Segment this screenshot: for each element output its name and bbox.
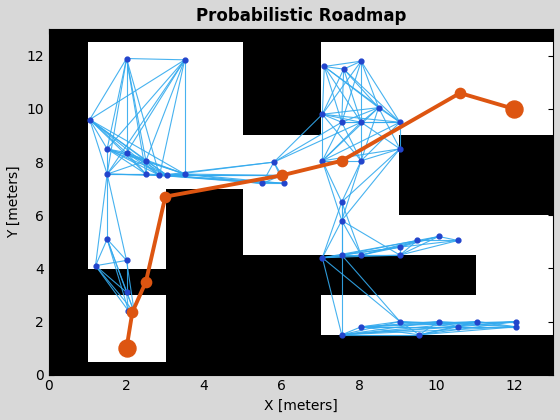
Point <box>277 172 286 179</box>
Point <box>395 318 404 325</box>
Point <box>337 199 346 205</box>
Point <box>337 217 346 224</box>
Point <box>142 158 151 164</box>
Point <box>318 255 327 261</box>
Point <box>124 307 133 314</box>
Point <box>374 104 383 111</box>
Point <box>395 145 404 152</box>
Point <box>337 252 346 258</box>
Point <box>122 345 131 352</box>
Point <box>142 278 151 285</box>
Point <box>395 244 404 250</box>
Point <box>320 63 329 70</box>
Point <box>279 180 288 187</box>
Point <box>277 172 286 179</box>
Point <box>512 323 521 330</box>
Point <box>395 119 404 126</box>
X-axis label: X [meters]: X [meters] <box>264 399 338 413</box>
Point <box>454 237 463 244</box>
Point <box>357 119 366 126</box>
Point <box>318 158 327 164</box>
Point <box>395 252 404 258</box>
Point <box>357 58 366 65</box>
Point <box>102 145 111 152</box>
Point <box>454 323 463 330</box>
Point <box>434 233 443 240</box>
Point <box>180 171 189 177</box>
Point <box>122 289 131 296</box>
Point <box>357 252 366 258</box>
Point <box>122 150 131 156</box>
Point <box>512 318 521 325</box>
Point <box>122 257 131 264</box>
Point <box>434 318 443 325</box>
Point <box>258 180 267 187</box>
Point <box>163 172 172 179</box>
Y-axis label: Y [meters]: Y [meters] <box>7 165 21 238</box>
Point <box>269 159 278 165</box>
Point <box>130 309 139 315</box>
Point <box>473 318 482 325</box>
Point <box>337 158 346 164</box>
Point <box>142 171 151 177</box>
Point <box>180 56 189 63</box>
Point <box>85 116 94 123</box>
Point <box>128 309 137 315</box>
Point <box>161 193 170 200</box>
Point <box>357 323 366 330</box>
Point <box>413 237 422 244</box>
Point <box>318 111 327 118</box>
Point <box>91 262 100 269</box>
Point <box>122 55 131 62</box>
Point <box>455 90 464 97</box>
Point <box>102 236 111 242</box>
Point <box>415 331 424 338</box>
Title: Probabilistic Roadmap: Probabilistic Roadmap <box>196 7 406 25</box>
Point <box>510 105 519 112</box>
Point <box>102 171 111 177</box>
Point <box>357 158 366 164</box>
Point <box>337 119 346 126</box>
Point <box>339 66 348 73</box>
Point <box>155 172 164 179</box>
Point <box>337 331 346 338</box>
